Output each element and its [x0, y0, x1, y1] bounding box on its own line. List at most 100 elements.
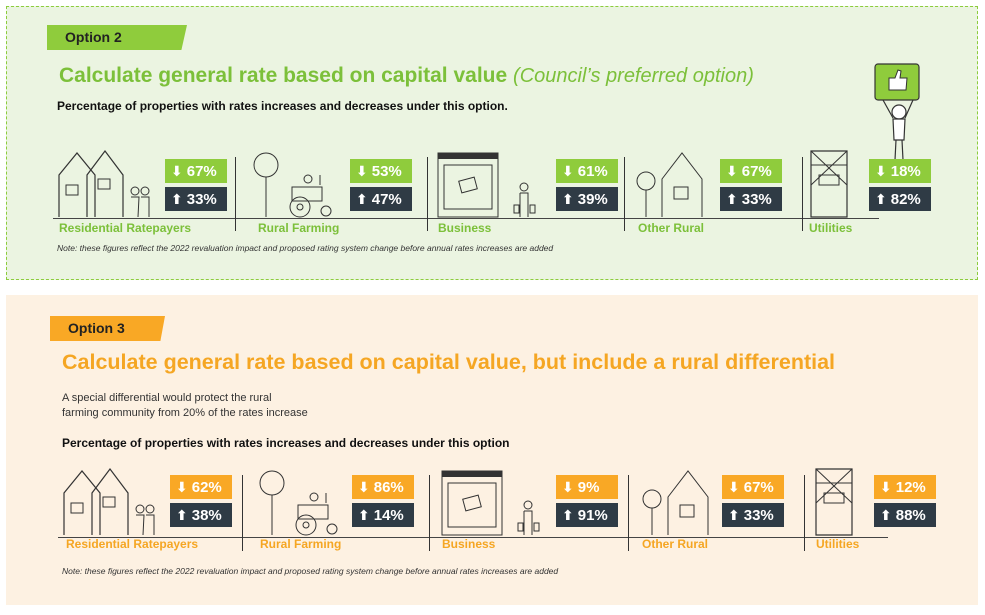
- divider: [235, 157, 236, 231]
- arrow-down-icon: ⬇: [356, 163, 368, 179]
- arrow-down-icon: ⬇: [728, 479, 740, 495]
- decrease-value: 67%: [743, 478, 774, 496]
- decrease-badge: ⬇ 61%: [556, 159, 618, 183]
- arrow-up-icon: ⬆: [176, 507, 188, 523]
- category-label: Residential Ratepayers: [66, 537, 199, 551]
- decrease-badge: ⬇ 62%: [170, 475, 232, 499]
- arrow-up-icon: ⬆: [562, 507, 574, 523]
- option-tag: Option 2: [47, 25, 187, 50]
- increase-value: 33%: [741, 190, 772, 208]
- arrow-up-icon: ⬆: [728, 507, 740, 523]
- increase-badge: ⬆ 38%: [170, 503, 232, 527]
- arrow-down-icon: ⬇: [358, 479, 370, 495]
- category-label: Other Rural: [638, 221, 705, 235]
- arrow-up-icon: ⬆: [562, 191, 574, 207]
- divider: [429, 475, 430, 551]
- title-main: Calculate general rate based on capital …: [59, 64, 508, 87]
- increase-value: 38%: [191, 506, 222, 524]
- increase-value: 47%: [371, 190, 402, 208]
- increase-badge: ⬆ 33%: [165, 187, 227, 211]
- arrow-up-icon: ⬆: [358, 507, 370, 523]
- divider: [427, 157, 428, 231]
- divider: [242, 475, 243, 551]
- option-title: Calculate general rate based on capital …: [62, 350, 836, 374]
- title-sub: (Council’s preferred option): [513, 65, 754, 87]
- category-label: Utilities: [809, 221, 853, 235]
- arrow-up-icon: ⬆: [875, 191, 887, 207]
- increase-value: 39%: [577, 190, 608, 208]
- option-description: A special differential would protect the…: [62, 391, 362, 421]
- increase-value: 82%: [890, 190, 921, 208]
- footnote: Note: these figures reflect the 2022 rev…: [57, 243, 554, 253]
- decrease-value: 61%: [577, 162, 608, 180]
- option-tag: Option 3: [50, 316, 165, 341]
- section-heading: Percentage of properties with rates incr…: [62, 436, 510, 450]
- category-label: Business: [442, 537, 496, 551]
- houses-icon: [62, 463, 162, 537]
- arrow-down-icon: ⬇: [562, 479, 574, 495]
- shop-icon: [434, 145, 544, 219]
- increase-badge: ⬆ 47%: [350, 187, 412, 211]
- decrease-badge: ⬇ 67%: [722, 475, 784, 499]
- decrease-value: 62%: [191, 478, 222, 496]
- ground-line: [53, 218, 879, 219]
- decrease-value: 18%: [890, 162, 921, 180]
- increase-badge: ⬆ 33%: [720, 187, 782, 211]
- decrease-badge: ⬇ 12%: [874, 475, 936, 499]
- tractor-tree-icon: [256, 463, 346, 537]
- decrease-badge: ⬇ 86%: [352, 475, 414, 499]
- arrow-down-icon: ⬇: [726, 163, 738, 179]
- decrease-badge: ⬇ 67%: [720, 159, 782, 183]
- arrow-down-icon: ⬇: [880, 479, 892, 495]
- increase-value: 91%: [577, 506, 608, 524]
- increase-badge: ⬆ 14%: [352, 503, 414, 527]
- increase-value: 33%: [743, 506, 774, 524]
- ground-line: [58, 537, 888, 538]
- arrow-down-icon: ⬇: [171, 163, 183, 179]
- decrease-badge: ⬇ 53%: [350, 159, 412, 183]
- decrease-value: 9%: [577, 478, 600, 496]
- rural-house-icon: [638, 463, 718, 537]
- increase-value: 88%: [895, 506, 926, 524]
- decrease-badge: ⬇ 18%: [869, 159, 931, 183]
- decrease-value: 86%: [373, 478, 404, 496]
- option-3-panel: Option 3 Calculate general rate based on…: [6, 295, 978, 605]
- houses-icon: [57, 145, 157, 219]
- arrow-up-icon: ⬆: [171, 191, 183, 207]
- decrease-value: 53%: [371, 162, 402, 180]
- utility-substation-icon: [812, 463, 856, 537]
- category-label: Rural Farming: [258, 221, 340, 235]
- arrow-up-icon: ⬆: [726, 191, 738, 207]
- decrease-value: 12%: [895, 478, 926, 496]
- arrow-down-icon: ⬇: [875, 163, 887, 179]
- utility-substation-icon: [807, 145, 851, 219]
- increase-badge: ⬆ 82%: [869, 187, 931, 211]
- increase-badge: ⬆ 33%: [722, 503, 784, 527]
- arrow-down-icon: ⬇: [562, 163, 574, 179]
- category-label: Utilities: [816, 537, 860, 551]
- divider: [804, 475, 805, 551]
- divider: [628, 475, 629, 551]
- thumbs-up-figure-icon: [869, 62, 927, 162]
- increase-badge: ⬆ 39%: [556, 187, 618, 211]
- section-heading: Percentage of properties with rates incr…: [57, 99, 508, 113]
- category-label: Other Rural: [642, 537, 709, 551]
- footnote: Note: these figures reflect the 2022 rev…: [62, 566, 559, 576]
- decrease-value: 67%: [186, 162, 217, 180]
- divider: [802, 157, 803, 231]
- description-line: farming community from 20% of the rates …: [62, 407, 308, 419]
- tractor-tree-icon: [250, 145, 340, 219]
- decrease-value: 67%: [741, 162, 772, 180]
- increase-badge: ⬆ 88%: [874, 503, 936, 527]
- category-label: Residential Ratepayers: [59, 221, 192, 235]
- arrow-up-icon: ⬆: [356, 191, 368, 207]
- option-2-panel: Option 2 Calculate general rate based on…: [6, 6, 978, 280]
- decrease-badge: ⬇ 9%: [556, 475, 618, 499]
- increase-badge: ⬆ 91%: [556, 503, 618, 527]
- increase-value: 33%: [186, 190, 217, 208]
- decrease-badge: ⬇ 67%: [165, 159, 227, 183]
- category-label: Business: [438, 221, 492, 235]
- arrow-down-icon: ⬇: [176, 479, 188, 495]
- shop-icon: [438, 463, 548, 537]
- option-title: Calculate general rate based on capital …: [59, 64, 754, 88]
